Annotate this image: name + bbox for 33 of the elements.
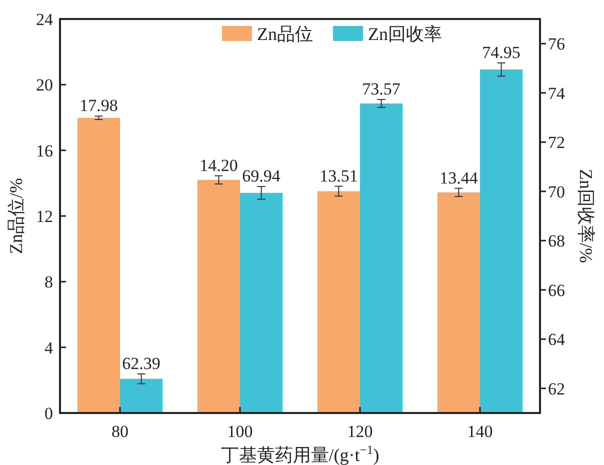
data-label: 14.20 (200, 156, 238, 175)
data-label: 13.44 (440, 168, 478, 188)
y-axis-title: Zn品位/% (6, 178, 26, 254)
y2-axis-title: Zn回收率/% (576, 169, 596, 263)
data-label: 69.94 (242, 166, 281, 186)
y2-tick-label: 64 (548, 330, 566, 350)
y2-tick-label: 74 (548, 84, 566, 103)
x-tick-label: 80 (112, 422, 128, 441)
x-tick-label: 100 (227, 422, 253, 441)
x-tick-label: 120 (347, 422, 373, 441)
y-tick-label: 4 (44, 338, 54, 358)
y-tick-label: 24 (36, 10, 54, 29)
y-tick-label: 0 (44, 404, 53, 423)
data-label: 62.39 (122, 354, 160, 373)
y-tick-label: 16 (36, 141, 53, 160)
y-tick-label: 20 (36, 76, 53, 95)
x-tick-label: 140 (467, 422, 493, 441)
y2-tick-label: 62 (548, 379, 565, 398)
y-tick-label: 12 (36, 207, 53, 226)
y2-tick-label: 68 (548, 232, 565, 251)
data-label: 73.57 (362, 80, 401, 99)
legend-label: Zn回收率 (368, 24, 442, 44)
legend-label: Zn品位 (257, 24, 313, 44)
y2-tick-label: 72 (548, 133, 565, 152)
y2-tick-label: 66 (548, 280, 565, 300)
y2-tick-label: 70 (548, 182, 565, 202)
y2-tick-label: 76 (548, 34, 565, 54)
data-label: 74.95 (482, 42, 520, 62)
bar (77, 118, 120, 413)
x-axis-title: 丁基黄药用量/(g·t$^{−1}$) (220, 443, 380, 465)
data-label: 13.51 (320, 166, 358, 186)
y-tick-label: 8 (44, 272, 53, 292)
data-label: 17.98 (80, 96, 118, 116)
